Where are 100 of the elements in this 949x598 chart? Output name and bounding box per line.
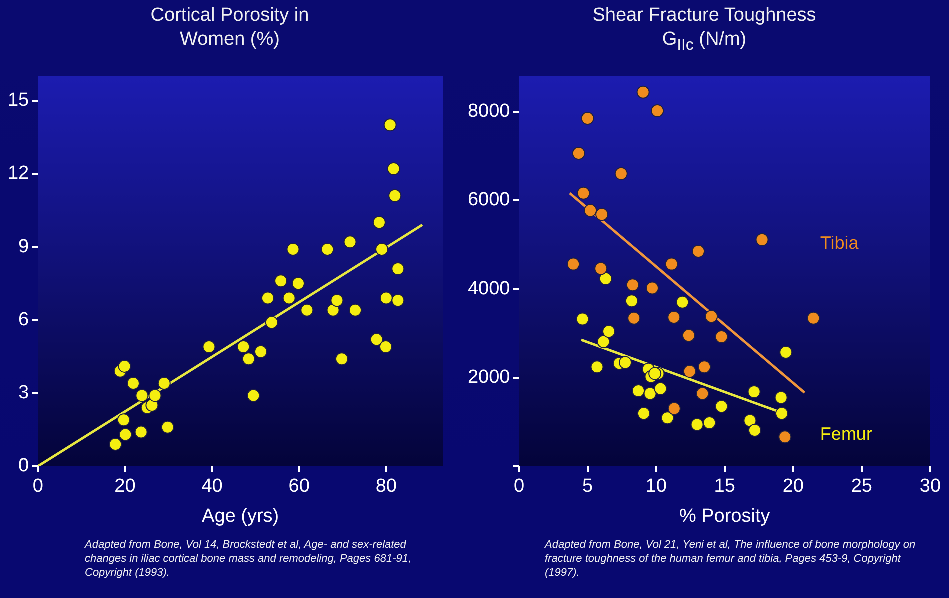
point [202, 340, 216, 354]
point [348, 304, 362, 317]
x-tick-label: 0 [32, 476, 44, 498]
point [336, 352, 348, 366]
y-tick-label: 4000 [468, 278, 510, 300]
point [776, 407, 789, 420]
point [692, 244, 706, 258]
point [748, 424, 762, 438]
x-tick-label: 80 [376, 476, 397, 498]
point [696, 387, 710, 400]
point [668, 310, 681, 324]
point [698, 360, 712, 374]
point [614, 167, 628, 180]
x-tick-label: 10 [646, 476, 667, 498]
point [286, 242, 300, 256]
point [654, 382, 668, 396]
point [748, 385, 761, 398]
x-tick-label: 40 [202, 476, 223, 498]
point [651, 104, 664, 118]
point [134, 426, 148, 439]
point [254, 345, 268, 358]
point [715, 400, 728, 414]
x-tick-label: 60 [288, 476, 310, 498]
point [807, 312, 820, 325]
x-tick-label: 0 [514, 476, 525, 498]
point [370, 333, 384, 346]
point [117, 414, 130, 427]
point [161, 420, 174, 434]
point [599, 272, 612, 286]
point [148, 389, 162, 402]
point [392, 294, 405, 308]
point [594, 262, 608, 276]
y-tick-label: 3 [18, 382, 30, 404]
point [644, 387, 657, 400]
point [126, 377, 140, 390]
point [636, 86, 650, 99]
point [597, 335, 610, 348]
point [326, 304, 340, 317]
x-tick-label: 15 [714, 476, 736, 498]
text: Tibia [820, 233, 860, 254]
point [774, 391, 788, 404]
point [321, 242, 334, 256]
point [576, 312, 590, 326]
point [584, 204, 598, 218]
y-tick-label: 0 [18, 456, 30, 477]
y-tick-label: 9 [18, 236, 30, 258]
point [380, 292, 393, 305]
point [292, 277, 305, 290]
point [282, 292, 296, 305]
text: Adapted from Bone, Vol 21, Yeni et al, The influence of bone morphology on fracture toughness of the human femur and tibia, Pages 453-9, Copyright (1997). [545, 538, 917, 580]
point [237, 340, 250, 354]
point [625, 294, 638, 308]
point [109, 438, 122, 451]
point [344, 236, 357, 249]
point [705, 310, 718, 324]
point [384, 118, 397, 132]
x-tick-label: 25 [851, 476, 872, 498]
y-tick-label: 6000 [468, 190, 510, 211]
point [780, 346, 793, 360]
point [665, 258, 678, 271]
point [392, 262, 405, 276]
point [330, 294, 344, 308]
point [690, 418, 704, 432]
text: Adapted from Bone, Vol 14, Brockstedt et al, Age- and sex-related changes in iliac cortical bone mass and remodeling, Pages 681-91, Copyright (1993). [85, 538, 413, 580]
point [136, 389, 149, 402]
point [300, 304, 314, 317]
point [261, 292, 274, 305]
x-tick-label: 5 [582, 476, 594, 498]
point [756, 233, 769, 246]
point [618, 356, 632, 370]
y-tick-label: 6 [18, 309, 30, 330]
point [590, 360, 604, 374]
point [577, 186, 590, 200]
point [567, 258, 580, 271]
point [668, 402, 681, 416]
point [744, 414, 757, 428]
series-label: Femur [820, 424, 872, 444]
chart-title: Cortical Porosity in Women (%) [150, 4, 310, 52]
point [274, 274, 288, 288]
point [602, 325, 616, 338]
point [661, 412, 674, 425]
point [632, 384, 646, 398]
chart-title: Shear Fracture Toughness G$_{IIc}$ (N/m) [592, 4, 816, 56]
point [572, 147, 586, 160]
point [682, 329, 696, 342]
point [379, 340, 392, 354]
point [265, 316, 278, 330]
point [778, 430, 792, 444]
point [242, 352, 256, 366]
x-tick-label: 30 [920, 476, 942, 498]
point [648, 367, 662, 380]
point [388, 189, 402, 202]
point [703, 416, 716, 430]
point [158, 377, 171, 390]
point [683, 365, 696, 378]
point [626, 278, 640, 292]
point [372, 216, 386, 230]
point [646, 282, 659, 295]
point [628, 312, 641, 325]
point [247, 389, 260, 402]
